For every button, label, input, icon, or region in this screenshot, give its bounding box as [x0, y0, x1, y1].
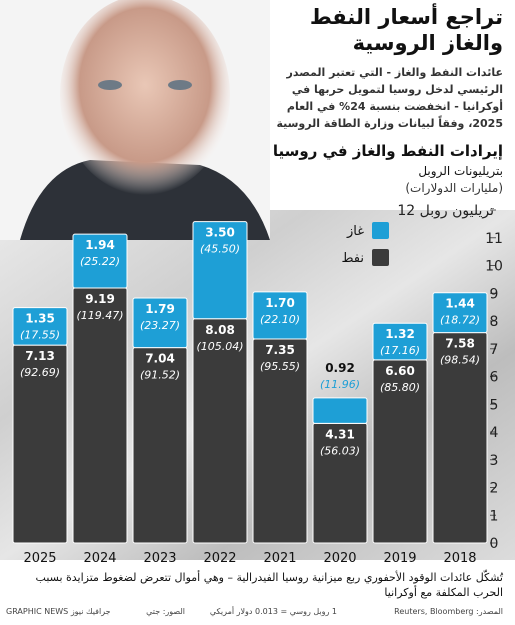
- value-label: 3.50: [205, 226, 235, 240]
- value-label: 9.19: [85, 292, 115, 306]
- x-tick-label: 2024: [83, 551, 116, 566]
- photo-credit: الصور: جتي: [146, 607, 185, 616]
- photo: [0, 0, 270, 240]
- x-tick-label: 2023: [143, 551, 176, 566]
- usd-label: (105.04): [196, 340, 243, 353]
- usd-label: (11.96): [320, 378, 360, 391]
- bar-segment: [132, 297, 188, 349]
- intro: عائدات النفط والغاز - التي تعتبر المصدر …: [276, 66, 503, 130]
- x-tick-label: 2025: [23, 551, 56, 566]
- x-tick-label: 2018: [443, 551, 476, 566]
- headline: تراجع أسعار النفط والغاز الروسية: [309, 5, 503, 55]
- chart-note: (مليارات الدولارات): [405, 181, 503, 195]
- usd-label: (56.03): [320, 444, 360, 457]
- value-label: 7.58: [445, 337, 475, 351]
- bar-segment: [312, 397, 368, 424]
- y-tick-label: 2: [490, 481, 499, 497]
- bar-segment: [372, 322, 428, 361]
- y-tick-label: 4: [490, 425, 499, 441]
- brand: GRAPHIC NEWS جرافيك نيوز: [6, 607, 111, 616]
- usd-label: (45.50): [200, 243, 240, 256]
- usd-label: (98.54): [440, 354, 480, 367]
- usd-label: (95.55): [260, 360, 300, 373]
- usd-label: (22.10): [260, 313, 300, 326]
- source: المصدر: Reuters, Bloomberg: [394, 607, 503, 616]
- y-tick-label: 8: [490, 314, 499, 330]
- legend-swatch: [372, 249, 389, 266]
- y-tick-label: 1: [490, 508, 499, 524]
- footer-note: تُشكّل عائدات الوقود الأحفوري ربع ميزاني…: [35, 571, 503, 599]
- y-tick-label: 10: [485, 259, 503, 275]
- chart-subtitle: بتريليونات الروبل: [418, 164, 503, 178]
- y-tick-label: 12 تريليون روبل: [397, 203, 494, 219]
- x-tick-label: 2021: [263, 551, 296, 566]
- value-label: 1.94: [85, 238, 115, 252]
- value-label: 6.60: [385, 364, 415, 378]
- value-label: 4.31: [325, 427, 355, 441]
- value-label: 1.44: [445, 297, 475, 311]
- y-tick-label: 7: [490, 342, 499, 358]
- y-tick-label: 5: [490, 397, 499, 413]
- value-label: 0.92: [325, 361, 355, 375]
- usd-label: (23.27): [140, 319, 180, 332]
- y-tick-label: 9: [490, 286, 499, 302]
- bar-segment: [72, 287, 128, 544]
- value-label: 7.35: [265, 343, 295, 357]
- legend-label: نفط: [341, 251, 364, 266]
- x-tick-label: 2020: [323, 551, 356, 566]
- usd-label: (91.52): [140, 369, 180, 382]
- usd-label: (119.47): [76, 309, 123, 322]
- value-label: 1.79: [145, 302, 175, 316]
- usd-label: (17.55): [20, 329, 60, 342]
- value-label: 7.04: [145, 352, 175, 366]
- usd-label: (92.69): [20, 366, 60, 379]
- usd-label: (18.72): [440, 314, 480, 327]
- value-label: 1.70: [265, 296, 295, 310]
- x-tick-label: 2019: [383, 551, 416, 566]
- usd-label: (85.80): [380, 381, 420, 394]
- value-label: 7.13: [25, 349, 55, 363]
- y-tick-label: 0: [490, 536, 499, 552]
- legend-swatch: [372, 222, 389, 239]
- chart-title: إيرادات النفط والغاز في روسيا: [272, 142, 503, 160]
- exchange-rate: 1 روبل روسي = 0.013 دولار أمريكي: [209, 607, 337, 616]
- x-tick-label: 2022: [203, 551, 236, 566]
- bar-segment: [192, 221, 248, 320]
- bar-segment: [72, 233, 128, 289]
- bar-segment: [432, 292, 488, 334]
- y-tick-label: 3: [490, 453, 499, 469]
- y-tick-label: 11: [485, 231, 503, 247]
- bar-segment: [252, 291, 308, 340]
- bar-segment: [12, 307, 68, 346]
- legend-label: غاز: [346, 224, 364, 239]
- value-label: 1.32: [385, 327, 415, 341]
- usd-label: (17.16): [380, 344, 420, 357]
- value-label: 8.08: [205, 323, 235, 337]
- y-tick-label: 6: [490, 370, 499, 386]
- usd-label: (25.22): [80, 255, 120, 268]
- value-label: 1.35: [25, 312, 55, 326]
